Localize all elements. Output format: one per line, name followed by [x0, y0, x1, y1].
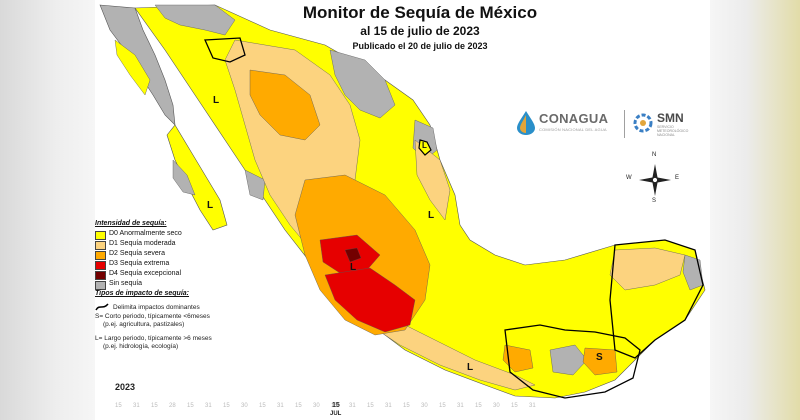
- region-sinaloa-gray: [244, 169, 266, 201]
- compass-icon: [639, 164, 671, 196]
- timeline-year: 2023: [115, 382, 136, 392]
- legend-label-d3: D3 Sequía extrema: [109, 260, 170, 267]
- region-baja-sur-gray: [172, 159, 196, 196]
- region-coahuila-gray: [329, 49, 396, 119]
- legend-swatch-d0: [95, 231, 106, 240]
- timeline-day-label: 30: [421, 403, 428, 409]
- background-right: [710, 0, 800, 420]
- legend-label-d2: D2 Sequía severa: [109, 250, 166, 257]
- drought-map-figure: L L L L L L S Monitor de Sequía de Méxic…: [95, 0, 710, 420]
- impact-title: Tipos de impacto de sequía:: [95, 290, 190, 297]
- timeline-day-label: 31: [457, 403, 464, 409]
- mexico-drought-map: [99, 4, 706, 399]
- timeline-day-label: 31: [385, 403, 392, 409]
- legend-label-none: Sin sequía: [109, 280, 143, 287]
- region-d2-sonora: [249, 69, 321, 141]
- impact-boundary-line-icon: [95, 303, 109, 311]
- timeline-day-label: 15: [115, 403, 122, 409]
- timeline-day-label: 15: [223, 403, 230, 409]
- region-d4-core: [344, 247, 362, 263]
- compass-e: E: [675, 175, 680, 181]
- region-d3-michoacan: [324, 267, 416, 333]
- legend-swatch-d4: [95, 271, 106, 280]
- smn-wordmark: SMN: [657, 111, 684, 125]
- legend-title: Intensidad de sequía:: [95, 220, 167, 227]
- smn-logo: SMN SERVICIO METEOROLÓGICO NACIONAL: [631, 108, 706, 140]
- timeline-day-label: 15: [475, 403, 482, 409]
- impact-l-text: L= Largo periodo, típicamente >6 meses: [95, 335, 212, 342]
- map-subtitle: al 15 de julio de 2023: [360, 24, 480, 38]
- map-label-l-sonora: L: [213, 95, 220, 106]
- timeline-day-label: 15: [331, 403, 338, 409]
- map-label-l-baja: L: [207, 200, 214, 211]
- conagua-subtitle: COMISIÓN NACIONAL DEL AGUA: [539, 127, 607, 132]
- timeline-day-label: 15: [511, 403, 518, 409]
- timeline-day-label: 15: [187, 403, 194, 409]
- conagua-drop-icon: [517, 111, 535, 135]
- region-d1-east: [414, 139, 451, 221]
- logo-divider: [624, 110, 625, 138]
- map-label-l-sanluis: L: [428, 210, 435, 221]
- timeline-day-label: 30: [493, 403, 500, 409]
- map-label-l-jalisco: L: [350, 262, 357, 273]
- timeline-current-month: JUL: [330, 411, 342, 417]
- timeline-day-label: 30: [313, 403, 320, 409]
- region-veracruz-outline: [418, 139, 432, 156]
- smn-subtitle: SERVICIO METEOROLÓGICO NACIONAL: [657, 125, 689, 137]
- timeline-day-label: 15: [259, 403, 266, 409]
- timeline: 2023 15 31 15 28 15 31 15 30 15 31 15 30 15 31 15 31 15 3…: [115, 382, 555, 420]
- conagua-logo: CONAGUA COMISIÓN NACIONAL DEL AGUA: [515, 108, 625, 140]
- compass-rose: N S E W: [626, 152, 679, 204]
- timeline-day-label: 15: [151, 403, 158, 409]
- smn-gear-icon: [633, 113, 653, 133]
- legend-label-d4: D4 Sequía excepcional: [109, 270, 181, 277]
- region-d2-tabasco: [582, 347, 618, 376]
- region-chiapas-gray: [549, 344, 588, 376]
- region-d2-oaxaca: [502, 344, 534, 373]
- timeline-day-label: 31: [277, 403, 284, 409]
- timeline-current-day: 15: [332, 402, 340, 409]
- timeline-day-label: 15: [295, 403, 302, 409]
- timeline-day-label: 30: [241, 403, 248, 409]
- compass-n: N: [652, 152, 657, 158]
- impact-s-example: (p.ej. agricultura, pastizales): [103, 321, 185, 328]
- impact-boundary-southeast: [504, 324, 641, 399]
- region-baja-norte-d0: [114, 39, 151, 96]
- region-north-gray: [154, 4, 236, 36]
- timeline-day-label: 15: [367, 403, 374, 409]
- legend-label-d1: D1 Sequía moderada: [109, 240, 176, 247]
- map-title: Monitor de Sequía de México: [302, 3, 538, 22]
- timeline-day-label: 28: [169, 403, 176, 409]
- legend-label-d0: D0 Anormalmente seco: [109, 230, 182, 237]
- timeline-day-label: 15: [439, 403, 446, 409]
- map-published-date: Publicado el 20 de julio de 2023: [352, 41, 488, 51]
- timeline-day-label: 15: [403, 403, 410, 409]
- map-label-s-tabasco: S: [596, 352, 603, 363]
- legend-swatch-d1: [95, 241, 106, 250]
- timeline-day-label: 31: [349, 403, 356, 409]
- legend-swatch-d2: [95, 251, 106, 260]
- impact-l-example: (p.ej. hidrología, ecología): [103, 343, 179, 350]
- legend-swatch-none: [95, 281, 106, 290]
- timeline-day-label: 31: [133, 403, 140, 409]
- timeline-day-label: 31: [205, 403, 212, 409]
- legend-swatch-d3: [95, 261, 106, 270]
- impact-boundary-north: [204, 37, 246, 63]
- map-label-l-guerrero: L: [467, 362, 474, 373]
- compass-w: W: [626, 175, 632, 181]
- impact-boundary-peninsula: [609, 239, 704, 359]
- conagua-wordmark: CONAGUA: [539, 111, 609, 126]
- impact-line-text: Delimita impactos dominantes: [113, 304, 200, 311]
- timeline-day-label: 31: [529, 403, 536, 409]
- impact-s-text: S= Corto periodo, típicamente <6meses: [95, 313, 210, 320]
- map-label-l-veracruz: L: [422, 141, 427, 150]
- compass-s: S: [652, 198, 657, 204]
- background-left: [0, 0, 95, 420]
- region-baja-sur: [166, 124, 228, 231]
